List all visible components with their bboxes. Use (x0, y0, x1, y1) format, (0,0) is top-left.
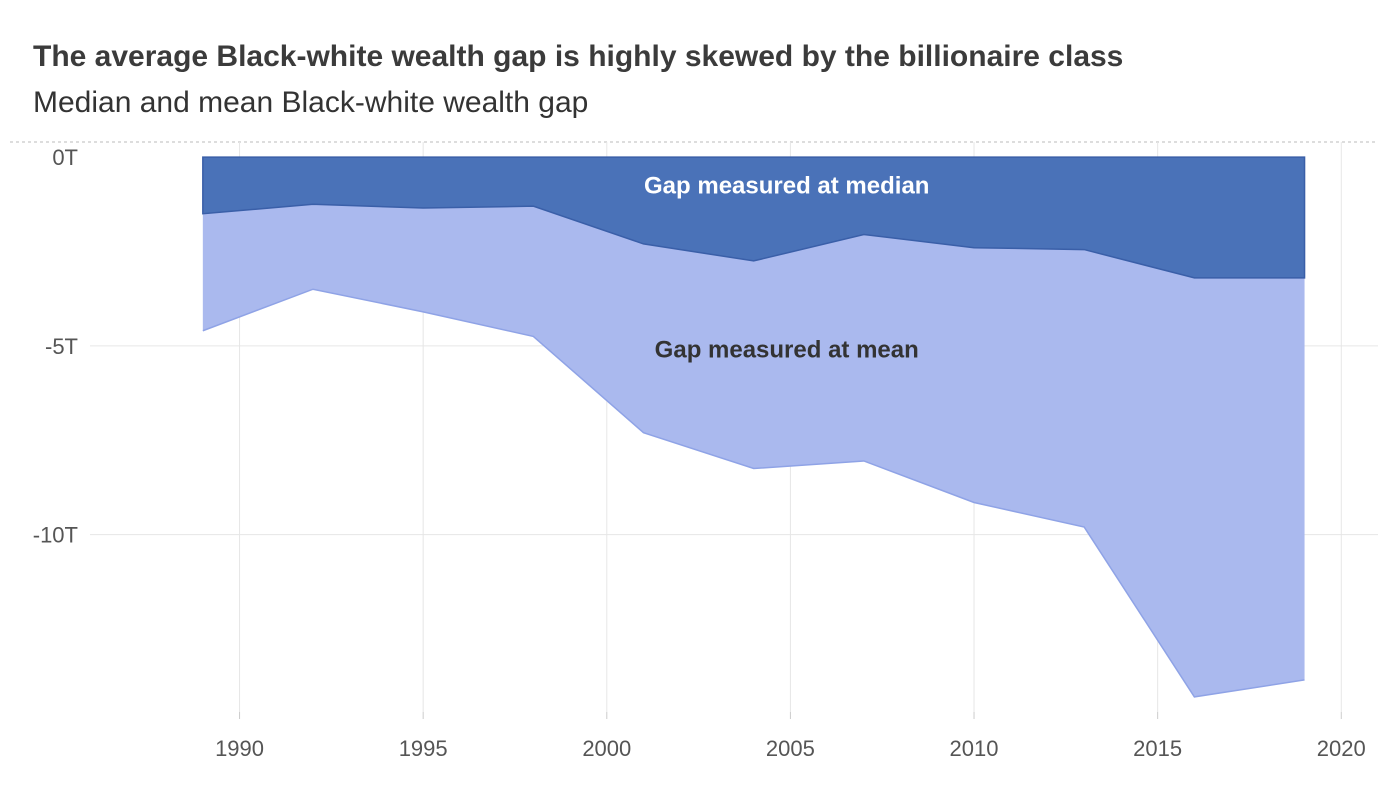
chart-subtitle: Median and mean Black-white wealth gap (33, 86, 589, 119)
x-tick-label: 2000 (582, 736, 631, 761)
x-tick-label: 1990 (215, 736, 264, 761)
median-gap-area (202, 156, 1306, 279)
x-tick-label: 2015 (1133, 736, 1182, 761)
y-tick-label: -5T (45, 334, 78, 359)
mean-gap-line (202, 288, 1305, 698)
y-tick-label: 0T (52, 145, 78, 170)
annotation-median: Gap measured at median (644, 172, 929, 199)
y-tick-label: -10T (33, 523, 78, 548)
annotation-mean: Gap measured at mean (655, 337, 919, 364)
x-tick-label: 2005 (766, 736, 815, 761)
x-tick-label: 2010 (950, 736, 999, 761)
x-tick-label: 2020 (1317, 736, 1366, 761)
x-tick-label: 1995 (399, 736, 448, 761)
mean-gap-area (202, 204, 1305, 697)
chart-title: The average Black-white wealth gap is hi… (33, 40, 1124, 73)
